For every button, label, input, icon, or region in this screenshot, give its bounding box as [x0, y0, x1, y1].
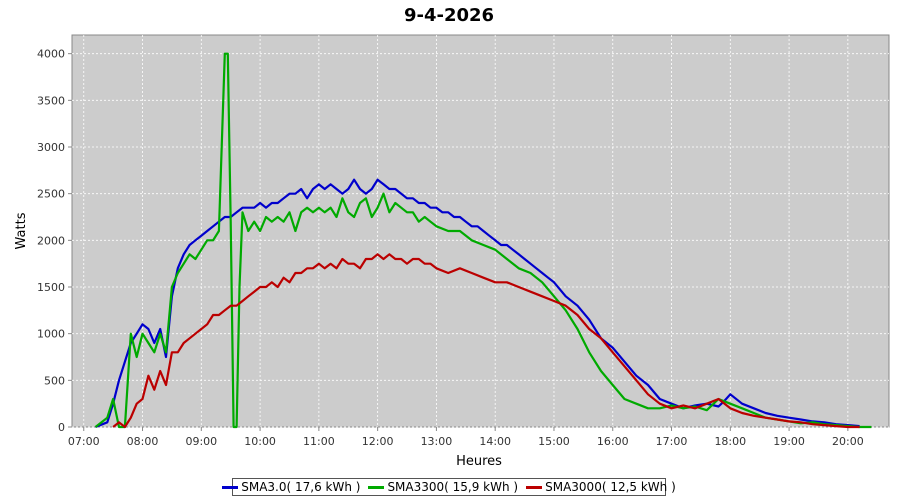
legend-swatch-sma3000 [526, 485, 543, 489]
x-tick-label: 07:00 [68, 435, 100, 448]
legend: SMA3.0( 17,6 kWh ) SMA3300( 15,9 kWh ) S… [222, 478, 676, 496]
x-tick-label: 11:00 [303, 435, 335, 448]
series-lines [94, 52, 872, 429]
x-tick-label: 08:00 [127, 435, 159, 448]
x-tick-label: 18:00 [714, 435, 746, 448]
x-tick-label: 10:00 [244, 435, 276, 448]
legend-swatch-sma30 [222, 485, 239, 489]
series-line-0 [95, 178, 860, 429]
legend-item-sma3000: SMA3000( 12,5 kWh ) [526, 480, 676, 494]
y-tick-label: 1500 [37, 281, 65, 294]
legend-label-sma30: SMA3.0( 17,6 kWh ) [241, 480, 361, 494]
x-tick-label: 17:00 [656, 435, 688, 448]
y-tick-label: 4000 [37, 48, 65, 61]
legend-swatch-sma3300 [368, 485, 385, 489]
plot-area [71, 34, 890, 428]
legend-label-sma3300: SMA3300( 15,9 kWh ) [387, 480, 519, 494]
x-tick-label: 19:00 [773, 435, 805, 448]
x-tick-label: 15:00 [538, 435, 570, 448]
x-axis-label: Heures [456, 454, 502, 469]
legend-item-sma3300: SMA3300( 15,9 kWh ) [368, 480, 518, 494]
y-tick-label: 500 [44, 374, 65, 387]
y-axis-label: Watts [14, 212, 29, 249]
legend-label-sma3000: SMA3000( 12,5 kWh ) [545, 480, 676, 494]
series-line-1 [94, 52, 872, 429]
x-tick-label: 12:00 [362, 435, 394, 448]
x-tick-label: 16:00 [597, 435, 629, 448]
series-line-2 [112, 253, 860, 429]
y-tick-label: 3000 [37, 141, 65, 154]
y-tick-label: 0 [58, 421, 65, 434]
y-tick-label: 2500 [37, 188, 65, 201]
y-tick-label: 1000 [37, 328, 65, 341]
y-tick-label: 2000 [37, 234, 65, 247]
x-tick-label: 20:00 [832, 435, 864, 448]
x-tick-label: 14:00 [479, 435, 511, 448]
legend-item-sma30: SMA3.0( 17,6 kWh ) [222, 480, 360, 494]
axes: 0 500 1000 1500 2000 2500 3000 3500 4000 07:00 08:… [37, 48, 864, 448]
chart-title: 9-4-2026 [404, 5, 494, 26]
x-tick-label: 13:00 [421, 435, 453, 448]
grid-lines [72, 35, 889, 428]
y-tick-label: 3500 [37, 94, 65, 107]
x-tick-label: 09:00 [185, 435, 217, 448]
